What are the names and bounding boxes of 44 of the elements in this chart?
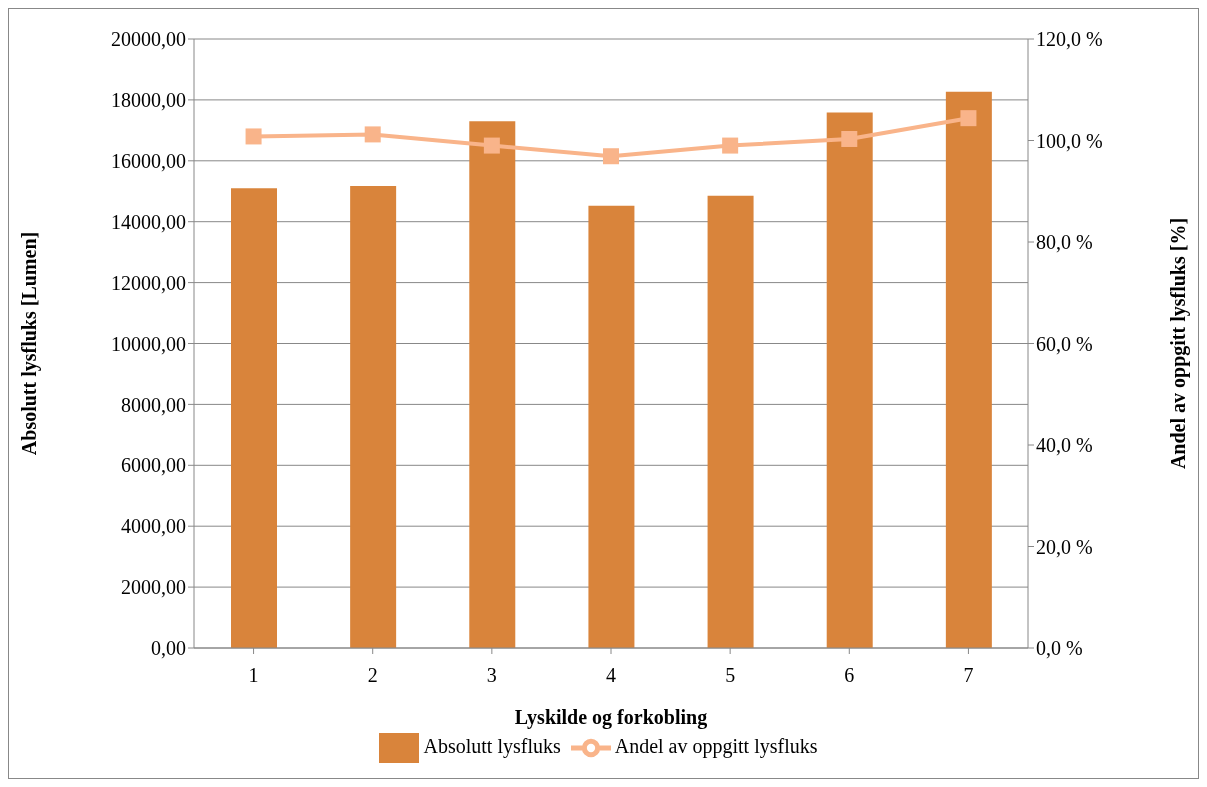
y-tick-label: 18000,00 — [111, 89, 186, 111]
x-tick-label: 4 — [606, 664, 616, 687]
x-tick-label: 1 — [248, 664, 259, 687]
y2-tick-label: 80,0 % — [1036, 231, 1093, 254]
x-axis-title: Lyskilde og forkobling — [514, 706, 708, 729]
point — [722, 137, 739, 154]
bar — [945, 91, 992, 648]
point — [364, 126, 381, 143]
legend-label: Absolutt lysfluks — [423, 734, 561, 757]
x-tick-label: 6 — [844, 664, 855, 687]
point — [960, 110, 977, 127]
y-tick-label: 10000,00 — [111, 332, 186, 355]
y-tick-label: 8000,00 — [121, 393, 186, 416]
point — [603, 148, 619, 165]
y2-tick-label: 0,0 % — [1036, 637, 1083, 660]
point — [483, 137, 500, 154]
y-tick-label: 4000,00 — [121, 515, 186, 538]
y2-axis-title: Andel av oppgitt lysfluks [%] — [1167, 217, 1191, 470]
y-tick-label: 14000,00 — [111, 210, 186, 233]
bar — [826, 112, 873, 648]
y2-tick-label: 20,0 % — [1036, 535, 1093, 558]
bar — [350, 186, 397, 648]
y-tick-label: 6000,00 — [121, 454, 186, 477]
y-axis-title: Absolutt lysfluks [Lumen] — [18, 231, 42, 456]
y2-tick-label: 60,0 % — [1036, 332, 1093, 355]
y-tick-label: 0,00 — [151, 637, 186, 660]
legend-label: Andel av oppgitt lysfluks — [614, 734, 818, 757]
x-tick-label: 5 — [725, 664, 736, 687]
point — [841, 130, 858, 147]
y2-tick-label: 120,0 % — [1036, 28, 1103, 51]
bar — [588, 205, 635, 648]
y-tick-label: 20000,00 — [111, 28, 186, 51]
y2-tick-label: 40,0 % — [1036, 434, 1093, 457]
bar — [231, 188, 277, 648]
bar — [469, 121, 516, 648]
bar — [707, 195, 754, 648]
y-tick-label: 16000,00 — [111, 149, 186, 172]
x-tick-label: 3 — [486, 664, 497, 687]
x-tick-label: 2 — [367, 664, 378, 687]
y2-tick-label: 100,0 % — [1036, 129, 1103, 152]
y-tick-label: 2000,00 — [121, 576, 186, 599]
x-tick-label: 7 — [963, 664, 974, 687]
y-tick-label: 12000,00 — [111, 271, 186, 294]
point — [245, 128, 262, 145]
